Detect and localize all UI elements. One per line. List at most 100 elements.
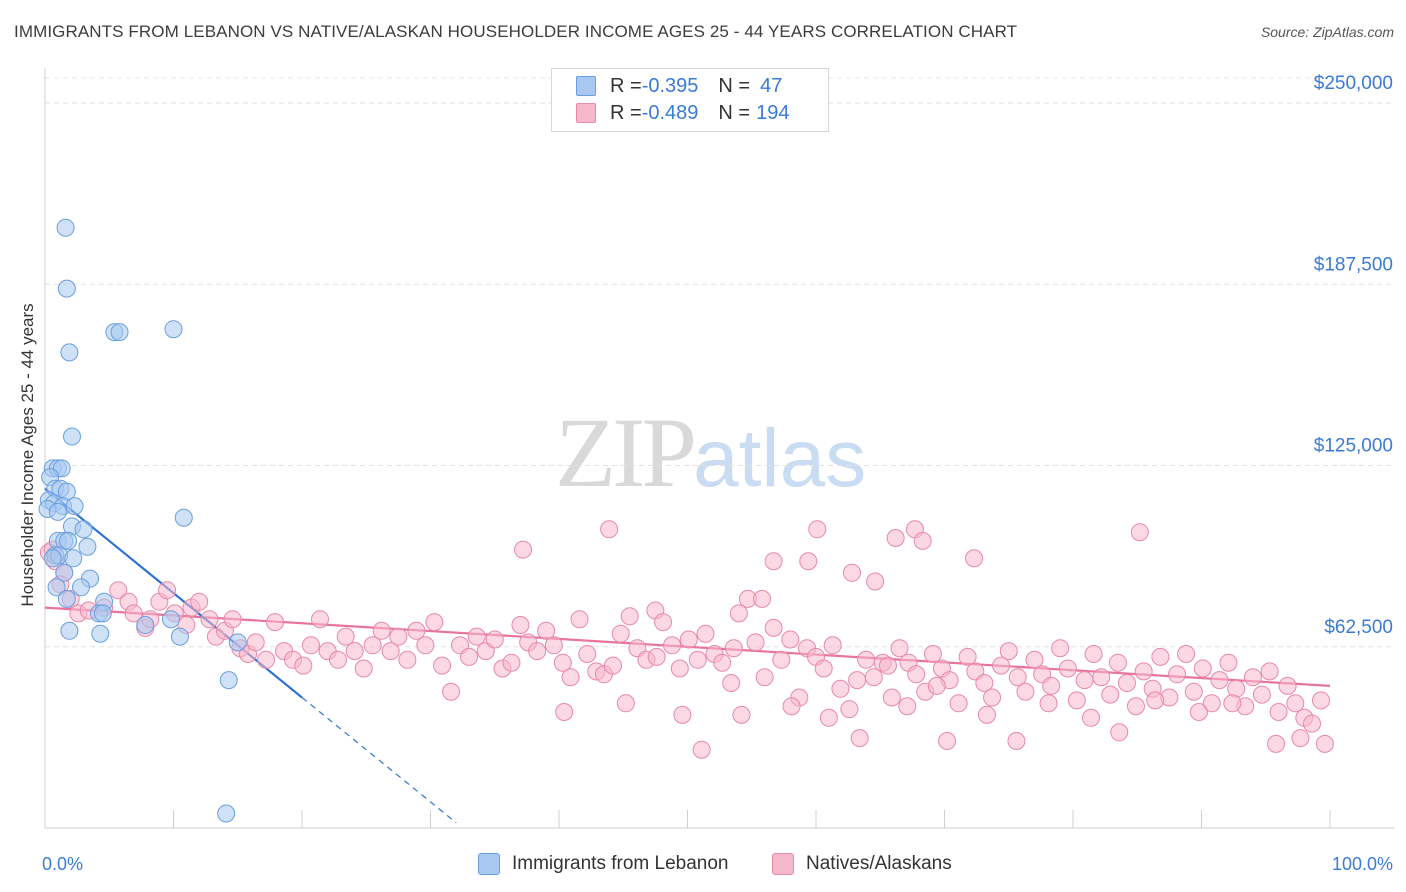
legend-r-value: -0.489 — [641, 101, 699, 124]
point-natives — [729, 604, 748, 623]
point-natives — [1269, 703, 1288, 721]
point-natives — [898, 697, 917, 716]
point-natives — [553, 653, 572, 672]
point-natives — [977, 705, 996, 724]
point-lebanon — [56, 218, 75, 237]
point-natives — [124, 604, 143, 623]
point-natives — [1008, 668, 1027, 687]
point-natives — [1210, 671, 1229, 690]
point-natives — [460, 647, 479, 666]
point-natives — [992, 656, 1011, 675]
point-natives — [913, 531, 932, 550]
point-natives — [907, 665, 926, 684]
point-natives — [878, 656, 897, 675]
point-natives — [673, 705, 692, 724]
point-lebanon — [43, 549, 62, 568]
point-lebanon — [78, 537, 97, 556]
point-lebanon — [174, 508, 193, 527]
point-natives — [949, 694, 968, 713]
point-natives — [200, 610, 219, 629]
point-natives — [823, 636, 842, 655]
point-natives — [975, 674, 994, 692]
point-natives — [246, 633, 265, 652]
watermark-zip: ZIP — [555, 397, 697, 508]
bottom-legend-lebanon: Immigrants from Lebanon — [478, 852, 729, 876]
legend-row-natives: R = -0.489 N = 194 — [576, 101, 789, 125]
point-natives — [354, 659, 373, 678]
legend-row-lebanon: R = -0.395 N = 47 — [576, 74, 782, 98]
y-tick-label: $250,000 — [1314, 73, 1393, 94]
legend-n-label: N = — [718, 74, 751, 97]
point-natives — [1146, 691, 1165, 710]
point-natives — [442, 682, 461, 701]
point-natives — [923, 645, 942, 663]
point-natives — [722, 674, 741, 692]
legend-r-label: R = — [610, 101, 642, 124]
trend-lebanon-extension — [301, 697, 457, 824]
point-natives — [485, 630, 504, 649]
y-tick-label: $187,500 — [1314, 254, 1393, 275]
point-natives — [850, 729, 869, 748]
point-natives — [1177, 645, 1196, 663]
point-natives — [724, 639, 743, 658]
point-natives — [502, 653, 521, 672]
point-lebanon — [64, 549, 83, 568]
point-natives — [511, 616, 530, 634]
point-natives — [109, 581, 128, 600]
point-natives — [310, 610, 329, 629]
point-natives — [927, 676, 946, 695]
x-tick-label-end: 100.0% — [1332, 854, 1393, 874]
chart-title: IMMIGRANTS FROM LEBANON VS NATIVE/ALASKA… — [14, 22, 1018, 41]
point-natives — [345, 642, 364, 661]
point-natives — [772, 650, 791, 669]
point-natives — [1134, 662, 1153, 681]
legend-swatch-lebanon — [576, 76, 596, 96]
x-tick-label-start: 0.0% — [42, 854, 83, 874]
point-lebanon — [136, 616, 155, 634]
point-natives — [753, 589, 772, 608]
point-natives — [1202, 694, 1221, 713]
point-natives — [1016, 682, 1035, 701]
point-natives — [158, 581, 177, 600]
point-natives — [696, 624, 715, 643]
point-natives — [983, 688, 1002, 707]
point-natives — [620, 607, 639, 626]
point-natives — [808, 520, 827, 539]
point-natives — [1291, 729, 1310, 748]
point-natives — [1039, 694, 1058, 713]
point-lebanon — [57, 279, 76, 298]
point-lebanon — [74, 520, 93, 539]
point-lebanon — [91, 624, 110, 643]
legend-swatch-natives — [576, 103, 596, 123]
point-natives — [1058, 659, 1077, 678]
point-natives — [336, 627, 355, 646]
point-natives — [425, 613, 444, 632]
point-lebanon — [65, 497, 84, 516]
point-natives — [1303, 714, 1322, 733]
point-natives — [1193, 659, 1212, 678]
point-natives — [257, 650, 276, 669]
y-axis-title: Householder Income Ages 25 - 44 years — [18, 303, 37, 607]
point-natives — [938, 732, 957, 750]
point-natives — [381, 642, 400, 661]
point-natives — [1067, 691, 1086, 710]
y-tick-label: $125,000 — [1314, 436, 1393, 457]
point-natives — [407, 621, 426, 640]
grid-lines — [45, 77, 1395, 648]
point-natives — [1101, 685, 1120, 704]
point-natives — [886, 529, 905, 547]
point-natives — [814, 659, 833, 678]
point-natives — [616, 694, 635, 713]
bottom-legend-label-lebanon: Immigrants from Lebanon — [512, 853, 729, 874]
point-natives — [670, 659, 689, 678]
legend-n-label: N = — [718, 101, 751, 124]
point-lebanon — [48, 502, 67, 521]
point-natives — [890, 639, 909, 658]
legend-r-label: R = — [610, 74, 642, 97]
point-natives — [764, 552, 783, 571]
point-natives — [600, 520, 619, 539]
point-natives — [1286, 694, 1305, 713]
bottom-legend-label-natives: Natives/Alaskans — [806, 853, 952, 874]
legend-n-value: 47 — [760, 74, 783, 97]
point-lebanon — [228, 633, 247, 652]
